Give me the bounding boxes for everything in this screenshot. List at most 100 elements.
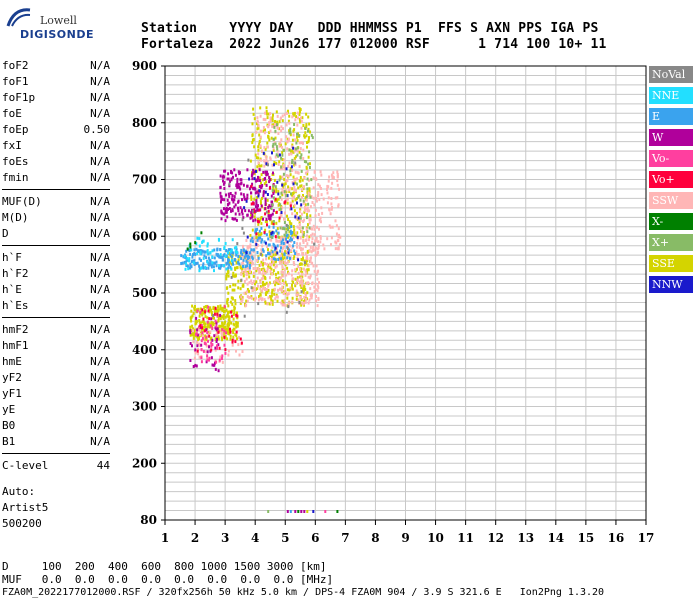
echo-point [251,215,254,219]
echo-point [254,282,256,286]
echo-point [268,230,271,234]
param-row: foE N/A [2,106,110,122]
echo-point [330,202,333,206]
echo-point [255,169,257,173]
echo-point [240,254,243,258]
echo-point [286,214,288,218]
echo-point [270,232,273,236]
echo-point [309,214,312,218]
echo-point [258,208,261,212]
echo-point [230,255,233,259]
echo-point [327,196,330,200]
echo-point [251,172,254,175]
echo-point [305,272,308,276]
param-value: N/A [90,211,110,224]
echo-point [287,137,290,141]
echo-point [262,267,265,271]
echo-point [210,265,213,269]
echo-point [309,257,312,261]
echo-point [285,179,288,183]
echo-point [262,269,265,273]
echo-point [276,199,279,203]
echo-point [252,271,255,275]
echo-point [279,117,282,121]
echo-point [271,260,273,264]
echo-point [217,337,220,341]
echo-point [281,145,284,149]
echo-point [244,253,247,257]
echo-point [297,271,300,275]
echo-point [259,263,262,267]
echo-point [264,197,267,201]
echo-point [281,285,284,289]
param-name: h`F [2,251,22,264]
echo-point [267,288,270,292]
echo-point [252,107,255,111]
echo-point [298,246,301,250]
echo-point [292,244,295,248]
echo-point [312,224,315,228]
echo-point [280,257,283,261]
echo-point [274,297,277,301]
echo-point [228,207,231,210]
echo-point [206,316,209,320]
echo-point [212,363,215,367]
echo-point [259,270,261,274]
echo-point [262,283,264,287]
echo-point [267,209,270,213]
echo-point [213,316,215,320]
echo-point [229,248,232,252]
echo-point [286,197,289,201]
echo-point [234,302,237,306]
echo-point [227,256,230,260]
param-row: M(D) N/A [2,210,110,226]
echo-point [201,240,204,244]
param-row: yE N/A [2,402,110,418]
echo-point [239,171,241,175]
echo-point [267,211,270,215]
echo-point [214,346,217,350]
echo-point [195,247,198,251]
echo-point [203,322,206,326]
echo-point [267,243,270,247]
echo-point [257,152,260,156]
echo-point [296,139,299,143]
echo-point [266,267,269,271]
echo-point [248,289,250,293]
echo-point [259,184,261,188]
echo-point [213,256,216,260]
echo-point [192,327,195,331]
echo-point [259,106,262,110]
echo-point [225,262,228,266]
echo-point [277,154,280,158]
echo-point [281,266,284,270]
echo-point [277,197,280,201]
echo-point [287,270,289,274]
echo-point [281,279,284,283]
echo-point [316,304,319,308]
param-divider [2,245,110,246]
echo-point [298,226,301,230]
echo-point [211,338,214,342]
echo-point [290,207,293,211]
echo-point [214,319,217,323]
echo-point [279,203,282,207]
echo-point [210,356,213,360]
echo-point [306,230,309,234]
echo-point [211,363,214,367]
echo-point [309,274,312,278]
echo-point [263,282,266,286]
echo-point [250,202,253,206]
echo-point [193,248,196,252]
echo-point [200,231,203,235]
echo-point [302,187,305,190]
echo-point [286,288,289,292]
echo-point [308,187,311,191]
echo-point [233,205,236,209]
echo-point [206,242,209,246]
echo-point [300,169,303,173]
echo-point [257,161,260,165]
echo-point [184,267,187,271]
echo-point [200,360,203,364]
